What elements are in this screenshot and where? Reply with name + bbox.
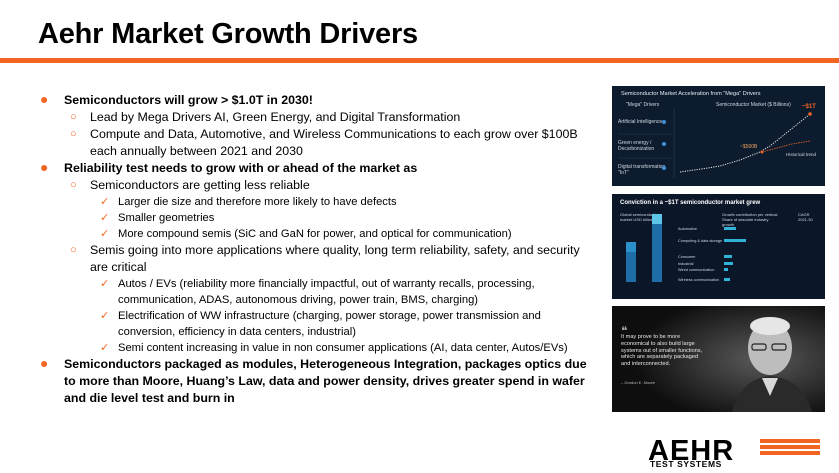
quote-mark-icon: ❝	[621, 324, 628, 338]
bullet-level3: ✓ Smaller geometries	[38, 210, 598, 226]
bullet-text: Semis going into more applications where…	[90, 243, 580, 274]
bullet-icon: ○	[70, 179, 77, 191]
bullet-text: Semiconductors will grow > $1.0T in 2030…	[64, 93, 313, 107]
quote-attribution: – Gordon E. Moore	[621, 380, 656, 385]
bullet-list: ● Semiconductors will grow > $1.0T in 203…	[38, 91, 598, 407]
checkmark-icon: ✓	[100, 228, 110, 240]
bullet-text: Reliability test needs to grow with or a…	[64, 161, 418, 175]
checkmark-icon: ✓	[100, 342, 110, 354]
title-underline	[0, 58, 839, 63]
chart2-row-automotive: Automotive	[678, 227, 697, 231]
checkmark-icon: ✓	[100, 310, 110, 322]
chart1-driver-green: Green energy / Decarbonization	[618, 140, 655, 152]
logo-stripes	[760, 439, 820, 461]
market-conviction-chart-image: Conviction in a ~$1T semiconductor marke…	[612, 194, 825, 299]
bullet-icon: ○	[70, 128, 77, 140]
chart1-title: Semiconductor Market Acceleration from "…	[621, 91, 761, 97]
bullet-level1: ● Semiconductors packaged as modules, Het…	[38, 355, 598, 407]
page-title: Aehr Market Growth Drivers	[38, 18, 418, 50]
moore-quote-text: It may prove to be more economical to al…	[621, 334, 703, 368]
moore-quote-photo: ❝ It may prove to be more economical to …	[612, 306, 825, 412]
bullet-icon: ○	[70, 244, 77, 256]
checkmark-icon: ✓	[100, 212, 110, 224]
chart1-right-header: Semiconductor Market ($ Billions)	[716, 102, 791, 108]
market-acceleration-chart-image: Semiconductor Market Acceleration from "…	[612, 86, 825, 186]
bullet-text: Larger die size and therefore more likel…	[118, 196, 397, 208]
logo-tagline: TEST SYSTEMS	[650, 459, 722, 469]
bullet-text: More compound semis (SiC and GaN for pow…	[118, 228, 512, 240]
chart1-callout-500b: ~$500B	[740, 144, 758, 150]
portrait-graphic	[612, 306, 825, 412]
bullet-text: Electrification of WW infrastructure (ch…	[118, 310, 541, 338]
bullet-level3: ✓ Semi content increasing in value in non…	[38, 340, 598, 356]
chart2-col1: Global semiconductor market USD billions	[620, 212, 659, 222]
bullet-text: Semiconductors packaged as modules, Hete…	[64, 357, 587, 405]
chart2-row-computing: Computing & data storage	[678, 239, 723, 243]
bullet-level3: ✓ Larger die size and therefore more like…	[38, 194, 598, 210]
bullet-level2: ○ Semiconductors are getting less reliabl…	[38, 177, 598, 194]
chart1-plot	[618, 108, 812, 178]
bullet-level2: ○ Compute and Data, Automotive, and Wirel…	[38, 126, 598, 160]
aehr-logo: AEHR TEST SYSTEMS	[648, 435, 820, 469]
bullet-text: Lead by Mega Drivers AI, Green Energy, a…	[90, 110, 461, 124]
bullet-text: Smaller geometries	[118, 212, 215, 224]
chart2-row-wireless: Wireless communication	[678, 278, 720, 282]
chart1-left-header: "Mega" Drivers	[626, 102, 660, 108]
bullet-level2: ○ Semis going into more applications wher…	[38, 242, 598, 276]
bullet-level3: ✓ More compound semis (SiC and GaN for po…	[38, 226, 598, 242]
bullet-level1: ● Semiconductors will grow > $1.0T in 203…	[38, 91, 598, 109]
bullet-icon: ○	[70, 111, 77, 123]
bullet-text: Autos / EVs (reliability more financiall…	[118, 278, 535, 306]
chart1-callout-1t: ~$1T	[802, 104, 816, 110]
chart1-driver-digital: Digital transformation "IoT"	[618, 164, 666, 176]
bullet-text: Compute and Data, Automotive, and Wirele…	[90, 127, 578, 158]
bullet-text: Semi content increasing in value in non …	[118, 342, 568, 354]
chart2-row-consumer: Consumer	[678, 255, 696, 259]
chart2-col2: Growth contribution per vertical Share o…	[722, 212, 778, 227]
chart2-title: Conviction in a ~$1T semiconductor marke…	[620, 200, 761, 206]
checkmark-icon: ✓	[100, 196, 110, 208]
chart1-driver-ai: Artificial Intelligence	[618, 119, 663, 125]
bullet-icon: ●	[40, 355, 49, 371]
bullet-level2: ○ Lead by Mega Drivers AI, Green Energy, …	[38, 109, 598, 126]
chart2-plot	[626, 214, 746, 282]
logo-name: AEHR	[648, 435, 735, 467]
chart2-row-industrial: Industrial	[678, 262, 694, 266]
bullet-text: Semiconductors are getting less reliable	[90, 178, 310, 192]
chart1-callout-note: Historical trend	[786, 152, 817, 157]
chart2-row-wired: Wired communication	[678, 268, 715, 272]
bullet-level3: ✓ Electrification of WW infrastructure (c…	[38, 308, 598, 340]
bullet-level1: ● Reliability test needs to grow with or …	[38, 159, 598, 177]
bullet-level3: ✓ Autos / EVs (reliability more financial…	[38, 276, 598, 308]
bullet-icon: ●	[40, 91, 49, 107]
bullet-icon: ●	[40, 159, 49, 175]
chart2-col3: CAGR 2021-30	[798, 212, 813, 222]
checkmark-icon: ✓	[100, 278, 110, 290]
